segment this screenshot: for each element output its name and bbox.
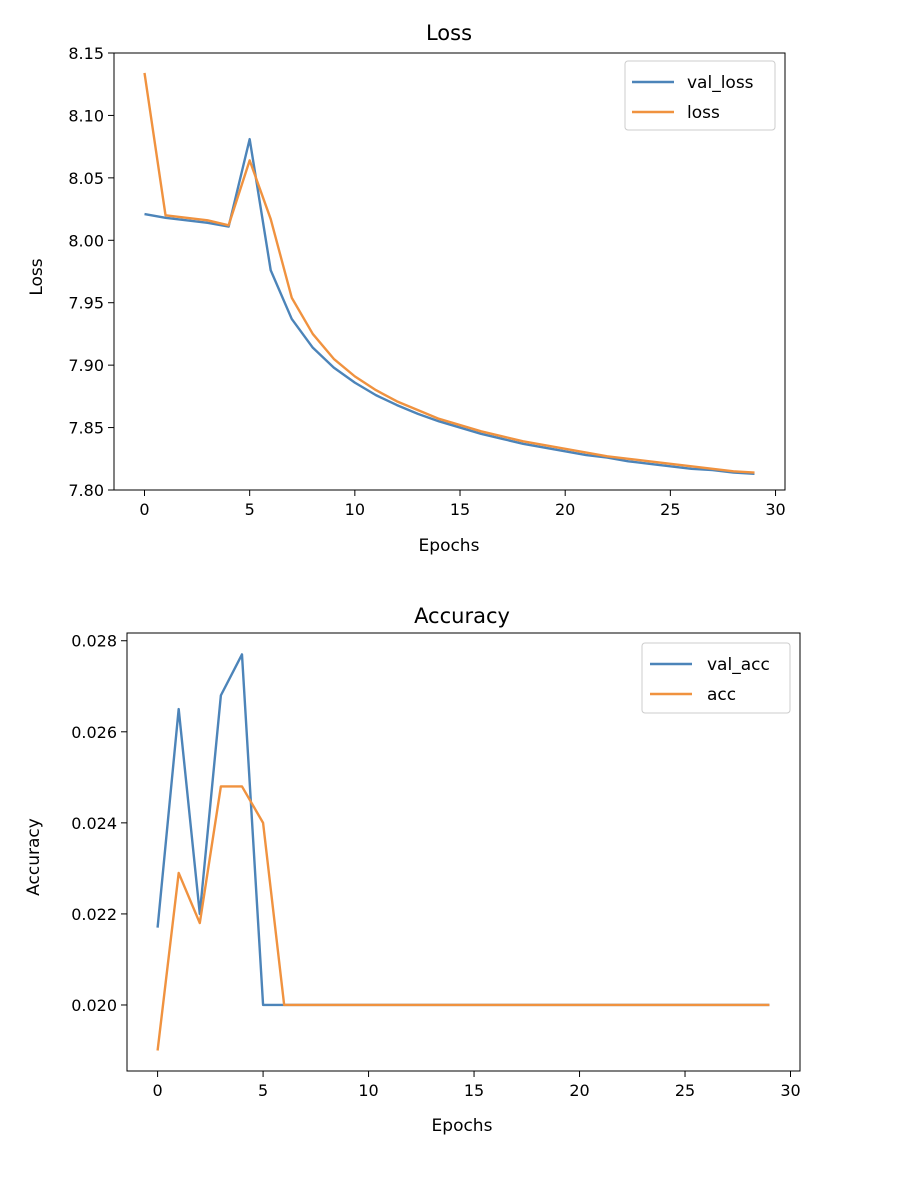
plot-lines: [156, 653, 770, 1051]
legend-label-val-acc: val_acc: [707, 655, 770, 675]
y-axis-label: Loss: [27, 258, 47, 295]
y-tick-label: 8.10: [68, 106, 104, 125]
x-tick-label: 25: [675, 1081, 695, 1100]
x-tick-label: 0: [152, 1081, 162, 1100]
y-tick-label: 7.85: [68, 419, 104, 438]
y-tick-label: 7.80: [68, 481, 104, 500]
y-tick-label: 0.026: [71, 723, 117, 742]
plot-lines: [143, 72, 755, 475]
y-tick-label: 7.95: [68, 294, 104, 313]
x-tick-label: 15: [464, 1081, 484, 1100]
y-tick-label: 8.15: [68, 44, 104, 63]
legend-box: [641, 642, 791, 714]
legend: val_acc acc: [641, 642, 791, 714]
x-tick-label: 20: [555, 500, 575, 519]
y-tick-label: 7.90: [68, 356, 104, 375]
y-tick-label: 0.022: [71, 905, 117, 924]
x-tick-label: 30: [780, 1081, 800, 1100]
legend-label-loss: loss: [687, 103, 720, 123]
x-tick-label: 5: [245, 500, 255, 519]
chart-title: Accuracy: [414, 604, 510, 628]
loss-chart: Loss Epochs Loss 0 5 10 15 20 25 30 7.80 7.85 7.9…: [27, 21, 786, 556]
x-tick-label: 5: [258, 1081, 268, 1100]
legend-label-val-loss: val_loss: [687, 73, 754, 93]
y-tick-label: 0.024: [71, 814, 117, 833]
y-axis-label: Accuracy: [24, 818, 44, 896]
ticks: 0 5 10 15 20 25 30 7.80 7.85 7.90 7.95 8.00 8.05 8.10…: [68, 44, 785, 519]
series-line-val-loss: [144, 137, 755, 475]
plot-frame: [113, 52, 786, 491]
x-axis-label: Epochs: [419, 536, 480, 556]
ticks: 0 5 10 15 20 25 30 0.020 0.022 0.024 0.026 0.028: [71, 632, 800, 1100]
plot-frame: [126, 632, 801, 1072]
x-tick-label: 20: [569, 1081, 589, 1100]
series-line-loss: [143, 72, 755, 474]
chart-title: Loss: [426, 21, 472, 45]
x-tick-label: 25: [660, 500, 680, 519]
y-tick-label: 0.020: [71, 996, 117, 1015]
x-axis-label: Epochs: [432, 1116, 493, 1136]
accuracy-chart: Accuracy Epochs Accuracy 0 5 10 15 20 25 30 0.0…: [24, 604, 801, 1136]
y-tick-label: 8.05: [68, 169, 104, 188]
series-line-acc: [156, 785, 770, 1051]
x-tick-label: 0: [139, 500, 149, 519]
x-tick-label: 10: [358, 1081, 378, 1100]
x-tick-label: 30: [765, 500, 785, 519]
legend: val_loss loss: [624, 60, 776, 131]
legend-label-acc: acc: [707, 685, 736, 705]
x-tick-label: 15: [450, 500, 470, 519]
y-tick-label: 0.028: [71, 632, 117, 651]
x-tick-label: 10: [345, 500, 365, 519]
y-tick-label: 8.00: [68, 231, 104, 250]
